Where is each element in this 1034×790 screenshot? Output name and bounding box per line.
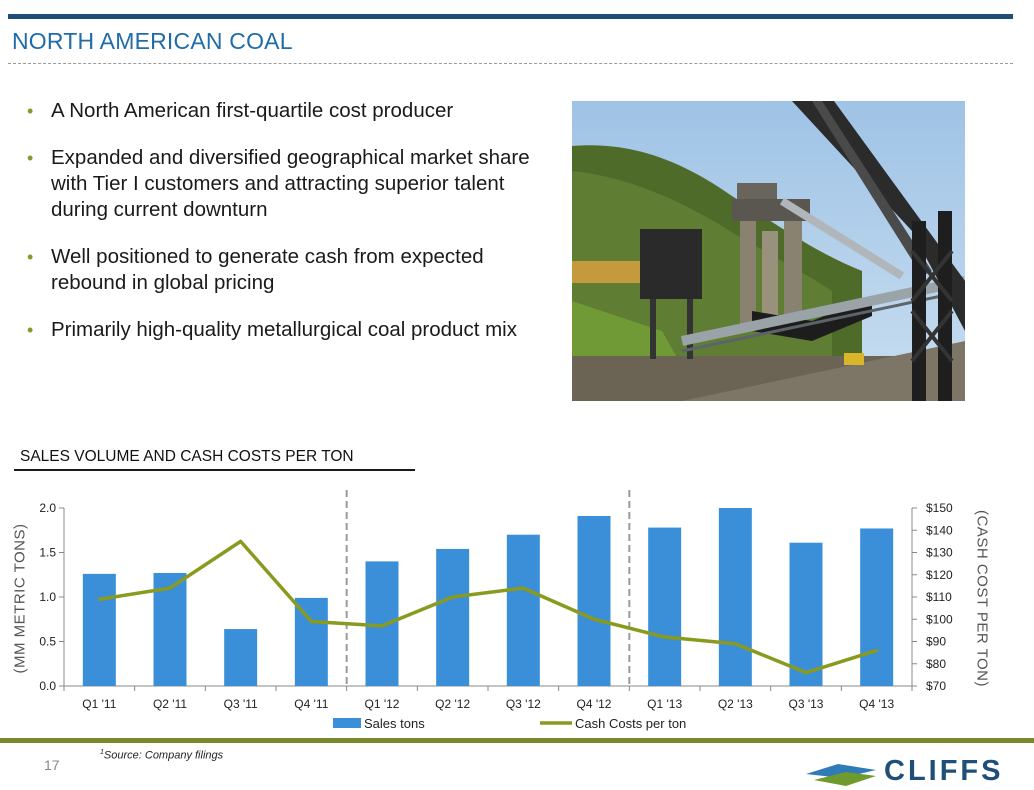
right-tick-label: $130 bbox=[926, 546, 953, 560]
right-tick-label: $110 bbox=[926, 590, 952, 604]
bar-sales-tons bbox=[860, 528, 894, 686]
x-tick-label: Q4 '12 bbox=[577, 697, 612, 711]
left-tick-label: 1.0 bbox=[39, 590, 56, 604]
x-tick-label: Q2 '12 bbox=[435, 697, 470, 711]
right-tick-label: $150 bbox=[926, 501, 953, 515]
line-cash-costs bbox=[99, 539, 878, 675]
chart-title: SALES VOLUME AND CASH COSTS PER TON bbox=[20, 448, 354, 465]
point-cash-costs bbox=[521, 586, 525, 590]
point-cash-costs bbox=[309, 619, 313, 623]
point-cash-costs bbox=[168, 586, 172, 590]
x-tick-label: Q2 '11 bbox=[153, 697, 187, 711]
bar-sales-tons bbox=[789, 542, 823, 686]
x-tick-label: Q2 '13 bbox=[718, 697, 753, 711]
legend-swatch-sales-tons bbox=[333, 718, 361, 728]
cliffs-logo bbox=[806, 764, 876, 786]
point-cash-costs bbox=[804, 671, 808, 675]
bar-sales-tons bbox=[82, 573, 116, 686]
x-tick-label: Q1 '13 bbox=[647, 697, 682, 711]
bar-sales-tons bbox=[153, 572, 187, 686]
bar-sales-tons bbox=[718, 508, 752, 686]
point-cash-costs bbox=[875, 648, 879, 652]
bar-sales-tons bbox=[294, 597, 328, 686]
bullet-item: Expanded and diversified geographical ma… bbox=[26, 145, 546, 223]
bar-sales-tons bbox=[224, 629, 258, 686]
right-tick-label: $90 bbox=[926, 635, 946, 649]
x-tick-label: Q1 '12 bbox=[365, 697, 400, 711]
point-cash-costs bbox=[97, 597, 101, 601]
bullet-item: Well positioned to generate cash from ex… bbox=[26, 244, 546, 296]
left-tick-label: 0.0 bbox=[39, 679, 56, 693]
top-rule bbox=[8, 14, 1013, 19]
bullet-item: A North American first-quartile cost pro… bbox=[26, 98, 546, 124]
point-cash-costs bbox=[592, 617, 596, 621]
right-tick-label: $80 bbox=[926, 657, 946, 671]
logo-mark-icon bbox=[806, 764, 876, 778]
coal-facility-photo bbox=[572, 101, 965, 401]
x-tick-label: Q3 '11 bbox=[224, 697, 258, 711]
bar-sales-tons bbox=[506, 534, 540, 686]
chart-title-underline bbox=[14, 469, 415, 471]
x-tick-label: Q3 '13 bbox=[789, 697, 824, 711]
left-tick-label: 2.0 bbox=[39, 501, 56, 515]
footnote-marker: 1 bbox=[100, 749, 104, 756]
right-tick-label: $120 bbox=[926, 568, 953, 582]
left-tick-label: 0.5 bbox=[39, 635, 56, 649]
point-cash-costs bbox=[239, 539, 243, 543]
left-tick-label: 1.5 bbox=[39, 546, 56, 560]
x-tick-label: Q4 '13 bbox=[859, 697, 894, 711]
right-tick-label: $70 bbox=[926, 679, 946, 693]
right-tick-label: $140 bbox=[926, 523, 953, 537]
x-tick-label: Q4 '11 bbox=[294, 697, 328, 711]
title-divider bbox=[8, 63, 1013, 64]
point-cash-costs bbox=[733, 642, 737, 646]
point-cash-costs bbox=[663, 635, 667, 639]
footnote: 1Source: Company filings bbox=[100, 749, 223, 762]
page-title: NORTH AMERICAN COAL bbox=[12, 28, 293, 54]
bullet-item: Primarily high-quality metallurgical coa… bbox=[26, 317, 546, 343]
bar-sales-tons bbox=[436, 548, 470, 686]
x-tick-label: Q3 '12 bbox=[506, 697, 541, 711]
legend-label-cash-costs: Cash Costs per ton bbox=[575, 716, 686, 731]
right-tick-label: $100 bbox=[926, 612, 953, 626]
sales-cash-cost-chart: 0.0 0.5 1.0 1.5 2.0 $70 $80 $90 $100 $110 $120 $130… bbox=[39, 490, 953, 731]
legend-label-sales-tons: Sales tons bbox=[364, 716, 425, 731]
bar-sales-tons bbox=[577, 516, 611, 686]
point-cash-costs bbox=[451, 595, 455, 599]
bar-sales-tons bbox=[648, 527, 682, 686]
footnote-text: Source: Company filings bbox=[103, 749, 224, 762]
bullet-list: A North American first-quartile cost pro… bbox=[26, 98, 546, 364]
logo-text: CLIFFS bbox=[884, 755, 1004, 787]
bottom-rule bbox=[0, 738, 1034, 743]
x-tick-label: Q1 '11 bbox=[82, 697, 116, 711]
point-cash-costs bbox=[380, 624, 384, 628]
page-number: 17 bbox=[44, 757, 60, 773]
